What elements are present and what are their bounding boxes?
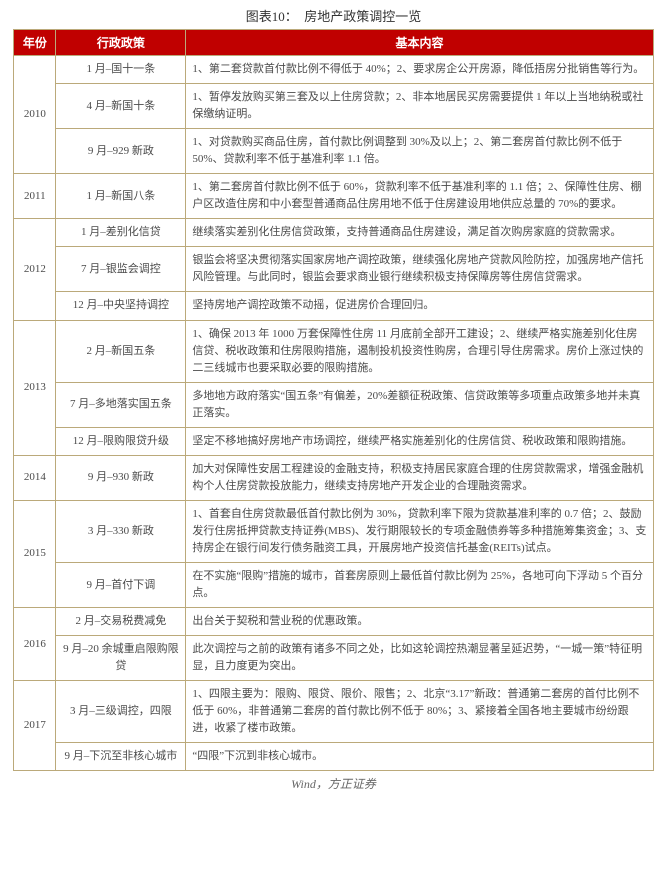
content-cell: 1、对贷款购买商品住房，首付款比例调整到 30%及以上；2、第二套房首付款比例不… [186, 129, 653, 174]
table-row: 7 月–银监会调控银监会将坚决贯彻落实国家房地产调控政策，继续强化房地产贷款风险… [14, 247, 653, 292]
policy-cell: 7 月–银监会调控 [56, 247, 186, 292]
table-row: 12 月–中央坚持调控坚持房地产调控政策不动摇，促进房价合理回归。 [14, 292, 653, 320]
table-row: 9 月–首付下调在不实施“限购”措施的城市，首套房原则上最低首付款比例为 25%… [14, 563, 653, 608]
table-row: 20132 月–新国五条1、确保 2013 年 1000 万套保障性住房 11 … [14, 320, 653, 382]
policy-cell: 4 月–新国十条 [56, 84, 186, 129]
col-policy: 行政政策 [56, 30, 186, 56]
content-cell: 出台关于契税和营业税的优惠政策。 [186, 608, 653, 636]
year-cell: 2013 [14, 320, 56, 455]
col-year: 年份 [14, 30, 56, 56]
policy-cell: 9 月–930 新政 [56, 455, 186, 500]
policy-cell: 1 月–国十一条 [56, 56, 186, 84]
policy-cell: 1 月–新国八条 [56, 174, 186, 219]
year-cell: 2010 [14, 56, 56, 174]
table-row: 9 月–下沉至非核心城市“四限”下沉到非核心城市。 [14, 743, 653, 771]
content-cell: 在不实施“限购”措施的城市，首套房原则上最低首付款比例为 25%，各地可向下浮动… [186, 563, 653, 608]
policy-cell: 9 月–首付下调 [56, 563, 186, 608]
year-cell: 2017 [14, 681, 56, 771]
year-cell: 2014 [14, 455, 56, 500]
content-cell: 1、首套自住房贷款最低首付款比例为 30%，贷款利率下限为贷款基准利率的 0.7… [186, 500, 653, 562]
content-cell: 此次调控与之前的政策有诸多不同之处，比如这轮调控热潮显著呈延迟势，“一城一策”特… [186, 636, 653, 681]
policy-cell: 9 月–20 余城重启限购限贷 [56, 636, 186, 681]
content-cell: 1、第二套房首付款比例不低于 60%，贷款利率不低于基准利率的 1.1 倍；2、… [186, 174, 653, 219]
year-cell: 2012 [14, 219, 56, 320]
content-cell: 坚持房地产调控政策不动摇，促进房价合理回归。 [186, 292, 653, 320]
table-row: 20101 月–国十一条1、第二套贷款首付款比例不得低于 40%；2、要求房企公… [14, 56, 653, 84]
content-cell: 1、第二套贷款首付款比例不得低于 40%；2、要求房企公开房源，降低捂房分批销售… [186, 56, 653, 84]
policy-cell: 9 月–下沉至非核心城市 [56, 743, 186, 771]
table-row: 4 月–新国十条1、暂停发放购买第三套及以上住房贷款；2、非本地居民买房需要提供… [14, 84, 653, 129]
content-cell: 1、四限主要为：限购、限贷、限价、限售；2、北京“3.17”新政：普通第二套房的… [186, 681, 653, 743]
policy-cell: 2 月–交易税费减免 [56, 608, 186, 636]
table-row: 20111 月–新国八条1、第二套房首付款比例不低于 60%，贷款利率不低于基准… [14, 174, 653, 219]
policy-cell: 9 月–929 新政 [56, 129, 186, 174]
year-cell: 2016 [14, 608, 56, 681]
table-body: 20101 月–国十一条1、第二套贷款首付款比例不得低于 40%；2、要求房企公… [14, 56, 653, 771]
content-cell: “四限”下沉到非核心城市。 [186, 743, 653, 771]
policy-cell: 7 月–多地落实国五条 [56, 382, 186, 427]
content-cell: 多地地方政府落实“国五条”有偏差，20%差额征税政策、信贷政策等多项重点政策多地… [186, 382, 653, 427]
table-row: 20149 月–930 新政加大对保障性安居工程建设的金融支持，积极支持居民家庭… [14, 455, 653, 500]
policy-cell: 12 月–中央坚持调控 [56, 292, 186, 320]
policy-table: 年份 行政政策 基本内容 20101 月–国十一条1、第二套贷款首付款比例不得低… [13, 29, 653, 771]
table-caption: 图表10： 房地产政策调控一览 [0, 0, 667, 29]
source-label: Wind，方正证券 [0, 771, 667, 800]
table-row: 20173 月–三级调控，四限1、四限主要为：限购、限贷、限价、限售；2、北京“… [14, 681, 653, 743]
table-row: 12 月–限购限贷升级坚定不移地搞好房地产市场调控，继续严格实施差别化的住房信贷… [14, 427, 653, 455]
policy-cell: 3 月–三级调控，四限 [56, 681, 186, 743]
policy-cell: 2 月–新国五条 [56, 320, 186, 382]
content-cell: 坚定不移地搞好房地产市场调控，继续严格实施差别化的住房信贷、税收政策和限购措施。 [186, 427, 653, 455]
content-cell: 1、确保 2013 年 1000 万套保障性住房 11 月底前全部开工建设；2、… [186, 320, 653, 382]
policy-cell: 12 月–限购限贷升级 [56, 427, 186, 455]
table-row: 20121 月–差别化信贷继续落实差别化住房信贷政策，支持普通商品住房建设，满足… [14, 219, 653, 247]
content-cell: 加大对保障性安居工程建设的金融支持，积极支持居民家庭合理的住房贷款需求，增强金融… [186, 455, 653, 500]
col-content: 基本内容 [186, 30, 653, 56]
table-header: 年份 行政政策 基本内容 [14, 30, 653, 56]
year-cell: 2011 [14, 174, 56, 219]
year-cell: 2015 [14, 500, 56, 607]
content-cell: 银监会将坚决贯彻落实国家房地产调控政策，继续强化房地产贷款风险防控，加强房地产信… [186, 247, 653, 292]
content-cell: 继续落实差别化住房信贷政策，支持普通商品住房建设，满足首次购房家庭的贷款需求。 [186, 219, 653, 247]
policy-cell: 1 月–差别化信贷 [56, 219, 186, 247]
content-cell: 1、暂停发放购买第三套及以上住房贷款；2、非本地居民买房需要提供 1 年以上当地… [186, 84, 653, 129]
table-row: 7 月–多地落实国五条多地地方政府落实“国五条”有偏差，20%差额征税政策、信贷… [14, 382, 653, 427]
table-row: 9 月–929 新政1、对贷款购买商品住房，首付款比例调整到 30%及以上；2、… [14, 129, 653, 174]
policy-cell: 3 月–330 新政 [56, 500, 186, 562]
table-row: 20153 月–330 新政1、首套自住房贷款最低首付款比例为 30%，贷款利率… [14, 500, 653, 562]
table-row: 20162 月–交易税费减免出台关于契税和营业税的优惠政策。 [14, 608, 653, 636]
table-row: 9 月–20 余城重启限购限贷此次调控与之前的政策有诸多不同之处，比如这轮调控热… [14, 636, 653, 681]
